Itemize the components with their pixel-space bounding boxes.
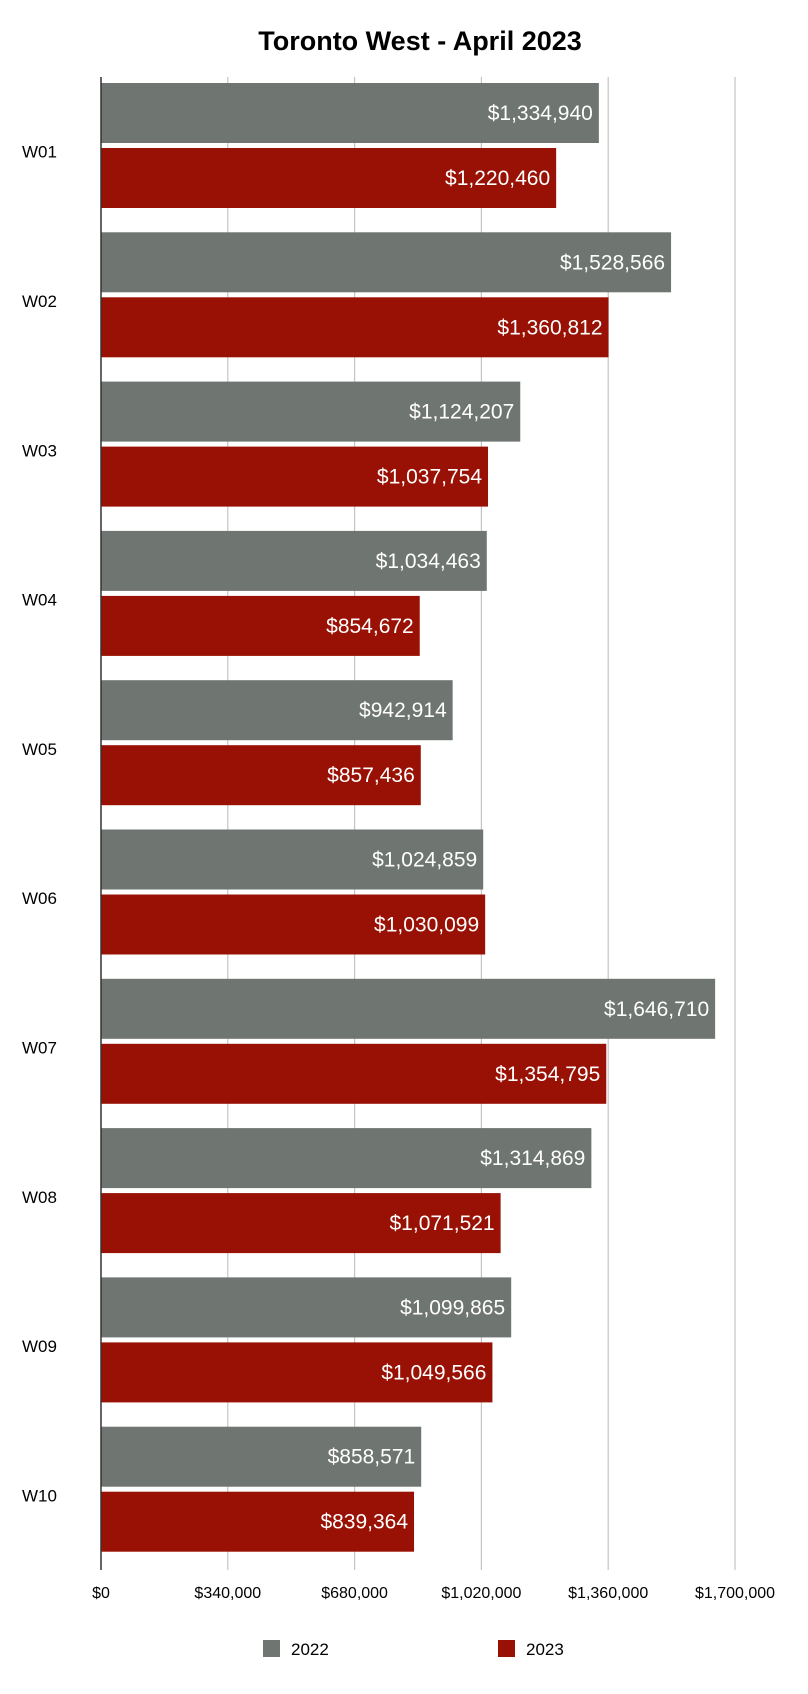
bar-2023-W03 (101, 446, 489, 507)
x-tick-label: $1,360,000 (568, 1585, 648, 1602)
bar-2022-W07 (101, 978, 716, 1039)
chart-title: Toronto West - April 2023 (258, 26, 582, 56)
legend-swatch-2022 (263, 1640, 280, 1657)
data-label: $1,049,566 (381, 1361, 486, 1384)
data-label: $858,571 (328, 1446, 416, 1469)
category-label: W08 (22, 1188, 57, 1207)
data-label: $839,364 (320, 1511, 408, 1534)
x-tick-label: $340,000 (194, 1585, 261, 1602)
bar-2023-W05 (101, 745, 421, 806)
bar-2022-W02 (101, 232, 672, 293)
category-label: W03 (22, 441, 57, 460)
category-label: W05 (22, 740, 57, 759)
x-axis-tick-labels: $0 $340,000 $680,000 $1,020,000 $1,360,000 $1… (92, 1585, 775, 1602)
legend-swatch-2023 (498, 1640, 515, 1657)
data-label: $1,034,463 (376, 550, 481, 573)
data-label: $942,914 (359, 699, 447, 722)
x-tick-label: $1,020,000 (441, 1585, 521, 1602)
bar-2023-W07 (101, 1043, 607, 1104)
data-label: $854,672 (326, 615, 414, 638)
bar-2022-W09 (101, 1277, 512, 1338)
bar-2022-W08 (101, 1128, 592, 1189)
legend-label-2023: 2023 (526, 1640, 564, 1659)
bar-2022-W05 (101, 680, 453, 741)
data-label: $1,646,710 (604, 998, 709, 1021)
bar-2022-W01 (101, 83, 599, 143)
bars: $1,334,940 $1,220,460 $1,528,566 $1,360,812… (101, 83, 716, 1552)
bar-2023-W10 (101, 1491, 415, 1552)
bar-2022-W03 (101, 381, 521, 442)
category-label: W09 (22, 1337, 57, 1356)
data-label: $1,314,869 (480, 1147, 585, 1170)
data-label: $1,354,795 (495, 1063, 600, 1086)
data-label: $1,124,207 (409, 401, 514, 424)
category-label: W06 (22, 889, 57, 908)
category-label: W07 (22, 1038, 57, 1057)
data-label: $1,030,099 (374, 914, 479, 937)
x-tick-label: $0 (92, 1585, 110, 1602)
category-label: W10 (22, 1486, 57, 1505)
bar-2022-W06 (101, 829, 484, 890)
category-labels: W01 W02 W03 W04 W05 W06 W07 W08 W09 W10 (22, 143, 57, 1506)
legend: 2022 2023 (263, 1640, 564, 1659)
category-label: W02 (22, 292, 57, 311)
data-label: $857,436 (327, 764, 415, 787)
legend-label-2022: 2022 (291, 1640, 329, 1659)
x-tick-label: $680,000 (321, 1585, 388, 1602)
category-label: W01 (22, 143, 57, 162)
data-label: $1,334,940 (488, 102, 593, 125)
data-label: $1,220,460 (445, 167, 550, 190)
bar-2022-W10 (101, 1426, 422, 1487)
data-label: $1,024,859 (372, 849, 477, 872)
data-label: $1,037,754 (377, 466, 482, 489)
x-tick-label: $1,700,000 (695, 1585, 775, 1602)
bar-2023-W04 (101, 595, 420, 656)
bar-2022-W04 (101, 530, 487, 591)
bar-2023-W09 (101, 1342, 493, 1403)
data-label: $1,099,865 (400, 1296, 505, 1319)
data-label: $1,528,566 (560, 251, 665, 274)
bar-2023-W01 (101, 148, 557, 208)
bar-2023-W02 (101, 297, 609, 358)
bar-2023-W06 (101, 894, 486, 955)
bar-2023-W08 (101, 1193, 501, 1254)
category-label: W04 (22, 591, 57, 610)
data-label: $1,071,521 (390, 1212, 495, 1235)
data-label: $1,360,812 (497, 316, 602, 339)
